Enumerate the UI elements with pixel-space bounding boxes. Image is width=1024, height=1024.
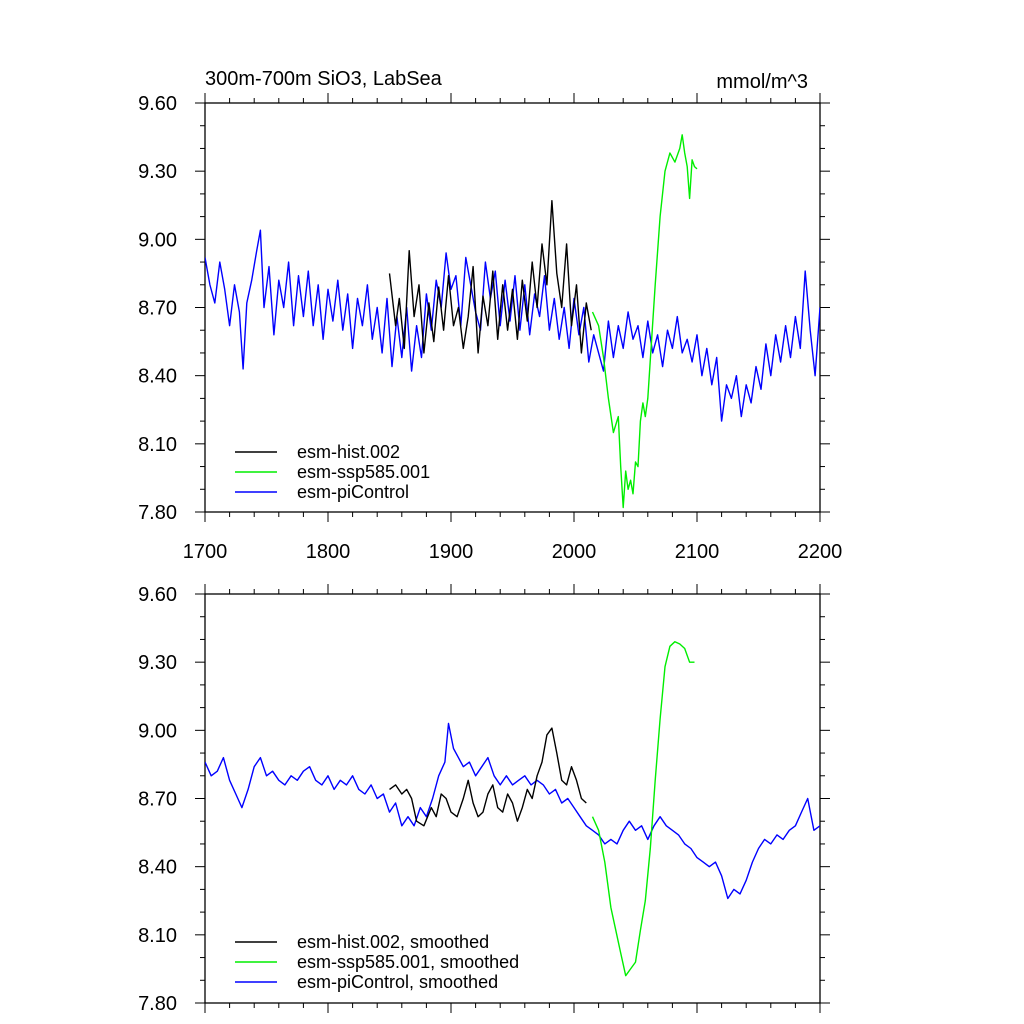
x-tick-label: 2000: [552, 541, 597, 563]
y-tick-label: 9.30: [138, 652, 177, 674]
x-tick-label: 1800: [306, 541, 351, 563]
legend-label: esm-piControl, smoothed: [297, 972, 498, 992]
y-tick-label: 9.00: [138, 720, 177, 742]
y-tick-label: 8.40: [138, 366, 177, 388]
y-tick-label: 8.10: [138, 925, 177, 947]
units-label: mmol/m^3: [716, 71, 808, 93]
y-tick-label: 9.60: [138, 93, 177, 115]
legend-label: esm-ssp585.001: [297, 462, 430, 482]
series-line-3: [205, 229, 820, 422]
legend-label: esm-hist.002, smoothed: [297, 932, 489, 952]
x-tick-label: 1900: [429, 541, 474, 563]
x-tick-label: 2200: [798, 541, 843, 563]
series-group: [205, 641, 820, 977]
series-group: [205, 134, 820, 509]
y-tick-label: 8.70: [138, 789, 177, 811]
x-tick-label: 2100: [675, 541, 720, 563]
y-tick-label: 8.40: [138, 857, 177, 879]
series-line-3: [205, 722, 820, 900]
y-tick-label: 9.30: [138, 161, 177, 183]
y-tick-label: 8.10: [138, 434, 177, 456]
series-line-1: [389, 727, 587, 827]
series-line-2: [591, 134, 698, 509]
y-tick-label: 7.80: [138, 502, 177, 524]
legend-label: esm-piControl: [297, 482, 409, 502]
chart-panel-1: 7.80 8.10 8.40 8.70 9.00 9.30 9.60 1700 1800 1900…: [138, 68, 842, 563]
y-tick-label: 8.70: [138, 298, 177, 320]
legend-label: esm-ssp585.001, smoothed: [297, 952, 519, 972]
series-line-1: [388, 200, 592, 354]
legend-label: esm-hist.002: [297, 442, 400, 462]
series-line-2: [591, 641, 695, 977]
y-tick-label: 9.60: [138, 584, 177, 606]
y-tick-label: 7.80: [138, 993, 177, 1015]
chart-panel-2: 7.80 8.10 8.40 8.70 9.00 9.30 9.60 esm-hist.002…: [138, 584, 830, 1015]
x-tick-label: 1700: [183, 541, 228, 563]
chart-title: 300m-700m SiO3, LabSea: [205, 68, 443, 90]
y-tick-label: 9.00: [138, 229, 177, 251]
